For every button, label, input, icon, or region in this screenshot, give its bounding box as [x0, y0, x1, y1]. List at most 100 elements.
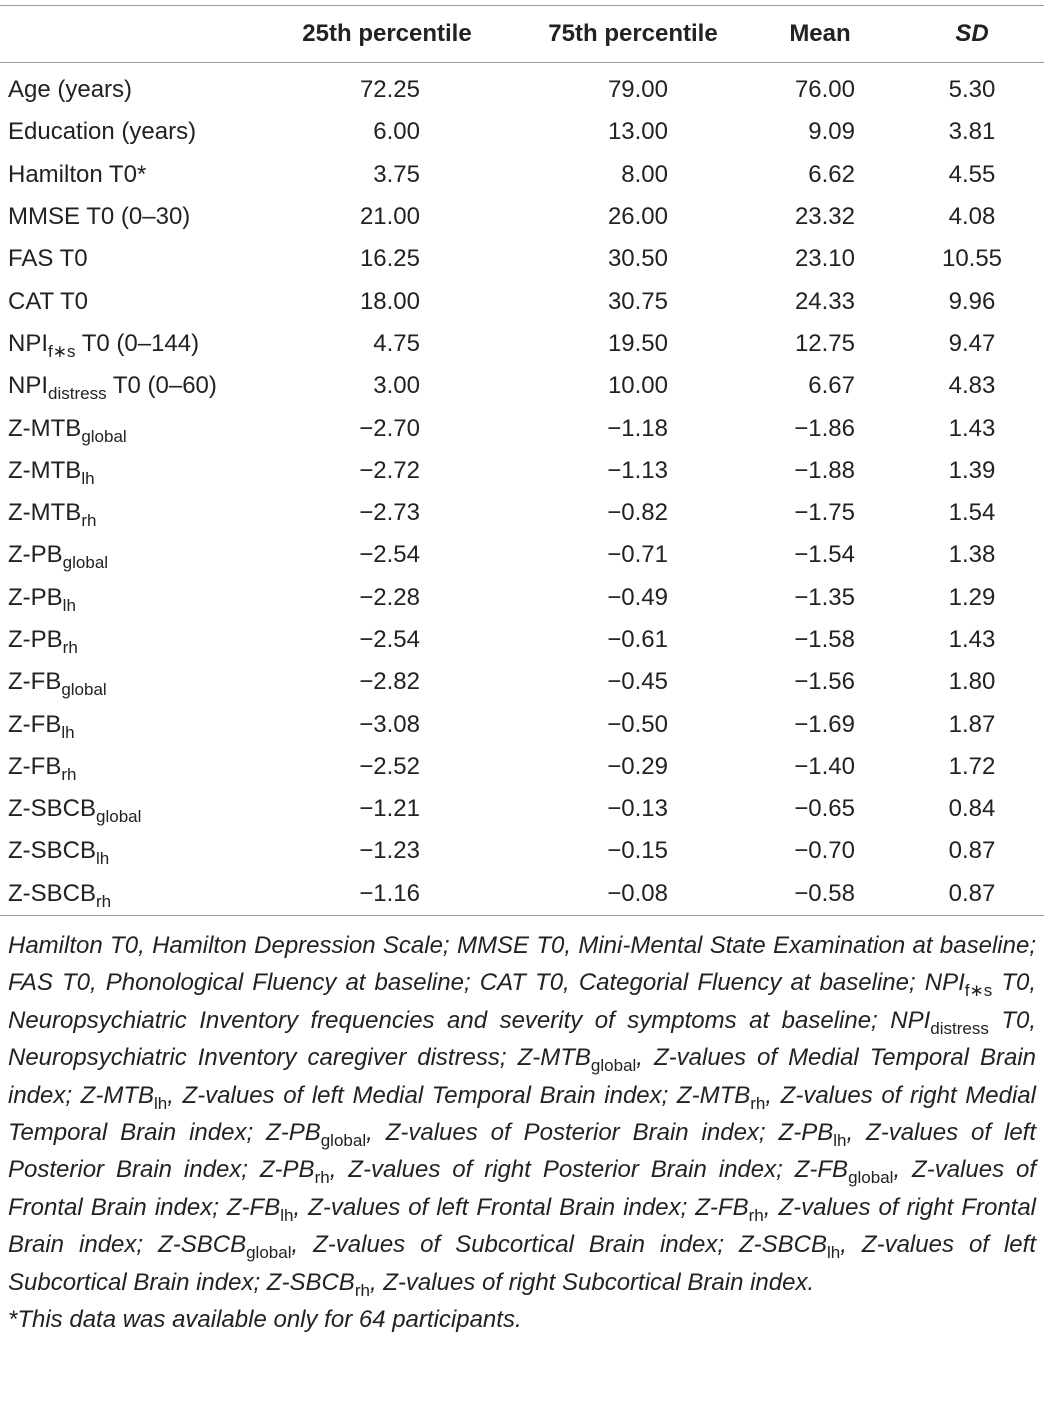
table-cell: 1.54: [948, 499, 996, 527]
table-cell: 6.00: [373, 118, 420, 146]
subscript: rh: [314, 1168, 330, 1188]
text-run: Z-SBCB: [8, 837, 97, 865]
text-run: , Z-values of right Posterior Brain inde…: [329, 1156, 849, 1184]
table-cell: 23.32: [794, 203, 855, 231]
row-label: Z-SBCBglobal: [0, 788, 280, 830]
text-run: , Z-values of Subcortical Brain index; Z…: [291, 1231, 828, 1259]
text-run: Z-FB: [8, 668, 62, 696]
table-cell: −1.75: [794, 499, 855, 527]
table-cell: 1.87: [948, 710, 996, 738]
table-cell: 0.87: [948, 879, 996, 907]
column-header: 25th percentile: [280, 5, 494, 63]
table-cell: 3.00: [373, 372, 420, 400]
table-cell: −0.65: [794, 795, 855, 823]
table-cell: 4.83: [948, 372, 996, 400]
table-row: NPIf∗s T0 (0–144) 4.75 19.50 12.75 9.47: [0, 323, 1044, 365]
table-cell: 4.08: [948, 203, 996, 231]
text-run: Hamilton T0*: [8, 160, 147, 188]
subscript: lh: [833, 1131, 847, 1151]
subscript: lh: [61, 722, 75, 742]
table-cell: −1.21: [359, 795, 420, 823]
table-body: Age (years) 72.25 79.00 76.00 5.30 Education …: [0, 63, 1044, 916]
header-empty: [0, 5, 280, 63]
row-label: Education (years): [0, 111, 280, 153]
footnotes: Hamilton T0, Hamilton Depression Scale; …: [8, 927, 1036, 1338]
subscript: global: [246, 1243, 292, 1263]
table-row: MMSE T0 (0–30) 21.00 26.00 23.32 4.08: [0, 196, 1044, 238]
row-label: Z-MTBlh: [0, 450, 280, 492]
subscript: rh: [354, 1280, 370, 1300]
text-run: Z-FB: [8, 752, 62, 780]
table-cell: 1.80: [948, 668, 996, 696]
subscript: distress: [48, 384, 107, 404]
text-run: , Z-values of right Medial Temporal Brai…: [8, 1081, 1036, 1147]
table-row: Hamilton T0* 3.75 8.00 6.62 4.55: [0, 154, 1044, 196]
table-cell: −1.13: [607, 456, 668, 484]
subscript: lh: [81, 468, 95, 488]
table-cell: −0.45: [607, 668, 668, 696]
text-run: Z-MTB: [8, 414, 82, 442]
table-cell: 9.09: [808, 118, 855, 146]
table-cell: −1.86: [794, 414, 855, 442]
table-cell: 1.39: [948, 456, 996, 484]
table-cell: −0.49: [607, 583, 668, 611]
text-run: , Z-values of Posterior Brain index; Z-P…: [366, 1119, 834, 1147]
table-cell: −0.15: [607, 837, 668, 865]
table-row: CAT T0 18.00 30.75 24.33 9.96: [0, 280, 1044, 322]
text-run: Z-MTB: [8, 456, 82, 484]
table-row: Education (years) 6.00 13.00 9.09 3.81: [0, 111, 1044, 153]
text-run: , Z-values of Medial Temporal Brain inde…: [8, 1044, 1037, 1109]
table-cell: −0.82: [607, 499, 668, 527]
row-label: MMSE T0 (0–30): [0, 196, 280, 238]
table-cell: −1.54: [794, 541, 855, 569]
table-cell: 4.75: [373, 329, 420, 357]
table-row: Z-FBlh −3.08 −0.50 −1.69 1.87: [0, 703, 1044, 745]
row-label: Z-MTBrh: [0, 492, 280, 534]
table-cell: 10.00: [607, 372, 668, 400]
text-run: Z-SBCB: [8, 795, 97, 823]
table-cell: 5.30: [948, 76, 996, 104]
text-run: , Z-values of left Subcortical Brain ind…: [8, 1231, 1036, 1296]
table-cell: 3.81: [948, 118, 996, 146]
subscript: rh: [81, 511, 97, 531]
table-cell: 19.50: [607, 329, 668, 357]
text-run: Z-SBCB: [8, 879, 97, 907]
subscript: global: [848, 1168, 894, 1188]
table-cell: 1.29: [948, 583, 996, 611]
subscript: rh: [750, 1093, 766, 1113]
subscript: lh: [827, 1243, 841, 1263]
table-cell: −1.69: [794, 710, 855, 738]
table-row: Z-PBrh −2.54 −0.61 −1.58 1.43: [0, 619, 1044, 661]
table-cell: 21.00: [359, 203, 420, 231]
table-cell: 0.84: [948, 795, 996, 823]
subscript: f∗s: [964, 981, 993, 1001]
subscript: global: [320, 1131, 367, 1151]
text-run: Z-PB: [8, 626, 63, 653]
table-cell: −0.50: [607, 710, 668, 738]
row-label: Z-MTBglobal: [0, 407, 280, 449]
subscript: lh: [62, 595, 76, 615]
table-cell: 0.87: [948, 837, 996, 865]
table-cell: −2.73: [359, 499, 420, 527]
text-run: Hamilton T0, Hamilton Depression Scale; …: [8, 932, 1036, 997]
table-cell: 18.00: [359, 287, 420, 315]
table-cell: −0.71: [607, 541, 668, 569]
table-row: Z-PBglobal −2.54 −0.71 −1.54 1.38: [0, 534, 1044, 576]
table-cell: 76.00: [794, 76, 855, 104]
table-cell: −1.35: [794, 583, 855, 611]
data-table: 25th percentile 75th percentile Mean SD Age…: [0, 5, 1044, 916]
table-cell: −3.08: [359, 710, 420, 738]
table-cell: −1.88: [794, 456, 855, 484]
row-label: Z-PBlh: [0, 577, 280, 619]
subscript: rh: [61, 764, 77, 784]
subscript: global: [62, 553, 109, 573]
text-run: CAT T0: [8, 287, 89, 315]
table-cell: −2.28: [359, 583, 420, 611]
table-row: NPIdistress T0 (0–60) 3.00 10.00 6.67 4.83: [0, 365, 1044, 407]
table-cell: −0.13: [607, 795, 668, 823]
row-label: Z-SBCBlh: [0, 830, 280, 872]
table-cell: 23.10: [794, 245, 855, 273]
text-run: , Z-values of right Frontal Brain index;…: [8, 1193, 1037, 1259]
table-row: Z-PBlh −2.28 −0.49 −1.35 1.29: [0, 577, 1044, 619]
